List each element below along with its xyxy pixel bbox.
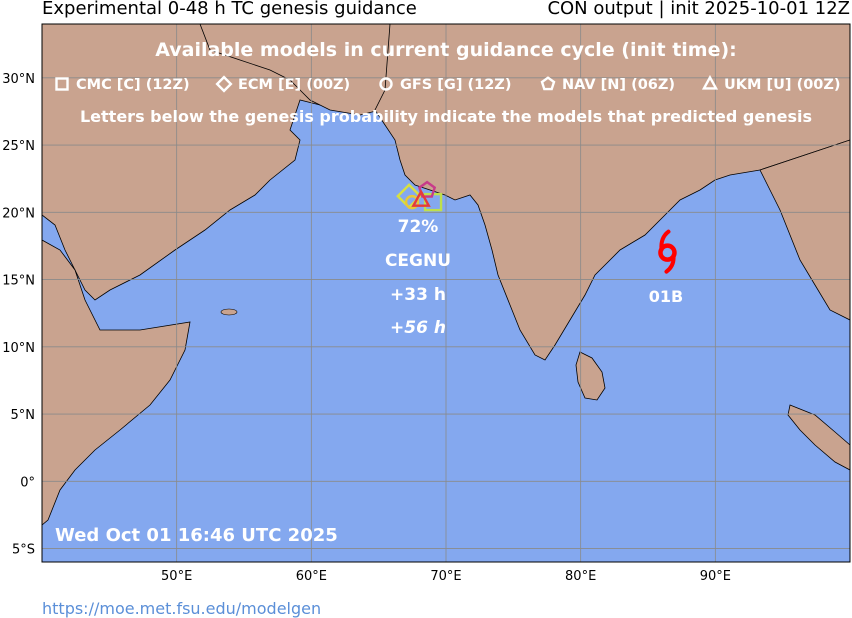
lon-label: 50°E [161, 569, 192, 584]
genesis-models: CEGNU [385, 251, 451, 271]
lon-label: 80°E [565, 569, 596, 584]
cyclone-tail-top [659, 229, 671, 252]
genesis-gfs-circle-icon [404, 194, 420, 210]
source-url[interactable]: https://moe.met.fsu.edu/modelgen [42, 599, 322, 618]
lon-label: 70°E [430, 569, 461, 584]
lat-label: 5°N [11, 408, 36, 423]
legend-square-icon [55, 77, 69, 91]
genesis-lead-time-alt: +56 h [390, 318, 446, 338]
axis-labels: 30°N 25°N 20°N 15°N 10°N 5°N 0° 5°S 50°E 60°E 70°E… [2, 72, 731, 584]
genesis-probability: 72% [398, 217, 439, 237]
cyclone-tail-bottom [664, 253, 676, 274]
lat-label: 30°N [2, 72, 35, 87]
land-sri-lanka [575, 351, 606, 401]
legend-triangle-icon [701, 74, 719, 90]
legend-heading: Available models in current guidance cyc… [155, 39, 737, 61]
legend-diamond-icon [215, 75, 233, 93]
land-myanmar [759, 139, 850, 321]
lat-label: 0° [20, 475, 35, 490]
land-socotra [220, 308, 238, 316]
genesis-ukm-triangle-icon [411, 189, 431, 207]
map-frame [41, 23, 851, 563]
genesis-lead-time: +33 h [390, 285, 446, 305]
storm-name: 01B [649, 287, 683, 306]
cyclone-eye [658, 243, 677, 262]
land-sumatra [787, 404, 850, 471]
lon-label: 60°E [296, 569, 327, 584]
legend-circle-icon [379, 77, 393, 91]
map-title: Experimental 0-48 h TC genesis guidance [42, 0, 417, 19]
legend-model-label: GFS [G] (12Z) [400, 77, 511, 93]
legend-model-label: UKM [U] (00Z) [724, 77, 841, 93]
legend-pentagon-icon [540, 76, 556, 91]
graticule [42, 24, 850, 562]
legend-models: CMC [C] (12Z) ECM [E] (00Z) GFS [G] (12Z) N… [55, 74, 841, 93]
lat-label: 25°N [2, 139, 35, 154]
legend-model-label: CMC [C] (12Z) [76, 77, 190, 93]
lat-label: 15°N [2, 274, 35, 289]
genesis-nav-pentagon-icon [417, 180, 437, 198]
init-time-title: CON output | init 2025-10-01 12Z [547, 0, 850, 19]
legend-model-label: NAV [N] (06Z) [562, 77, 675, 93]
genesis-marker[interactable] [396, 180, 443, 212]
lon-label: 90°E [700, 569, 731, 584]
legend-model-label: ECM [E] (00Z) [238, 77, 350, 93]
legend-note: Letters below the genesis probability in… [80, 107, 812, 126]
landmasses [42, 24, 850, 526]
lat-label: 5°S [12, 543, 35, 558]
land-africa [42, 239, 191, 526]
lat-label: 10°N [2, 341, 35, 356]
tropical-cyclone-icon[interactable] [658, 229, 677, 274]
land-india [374, 24, 850, 361]
lat-label: 20°N [2, 206, 35, 221]
timestamp: Wed Oct 01 16:46 UTC 2025 [55, 525, 338, 546]
